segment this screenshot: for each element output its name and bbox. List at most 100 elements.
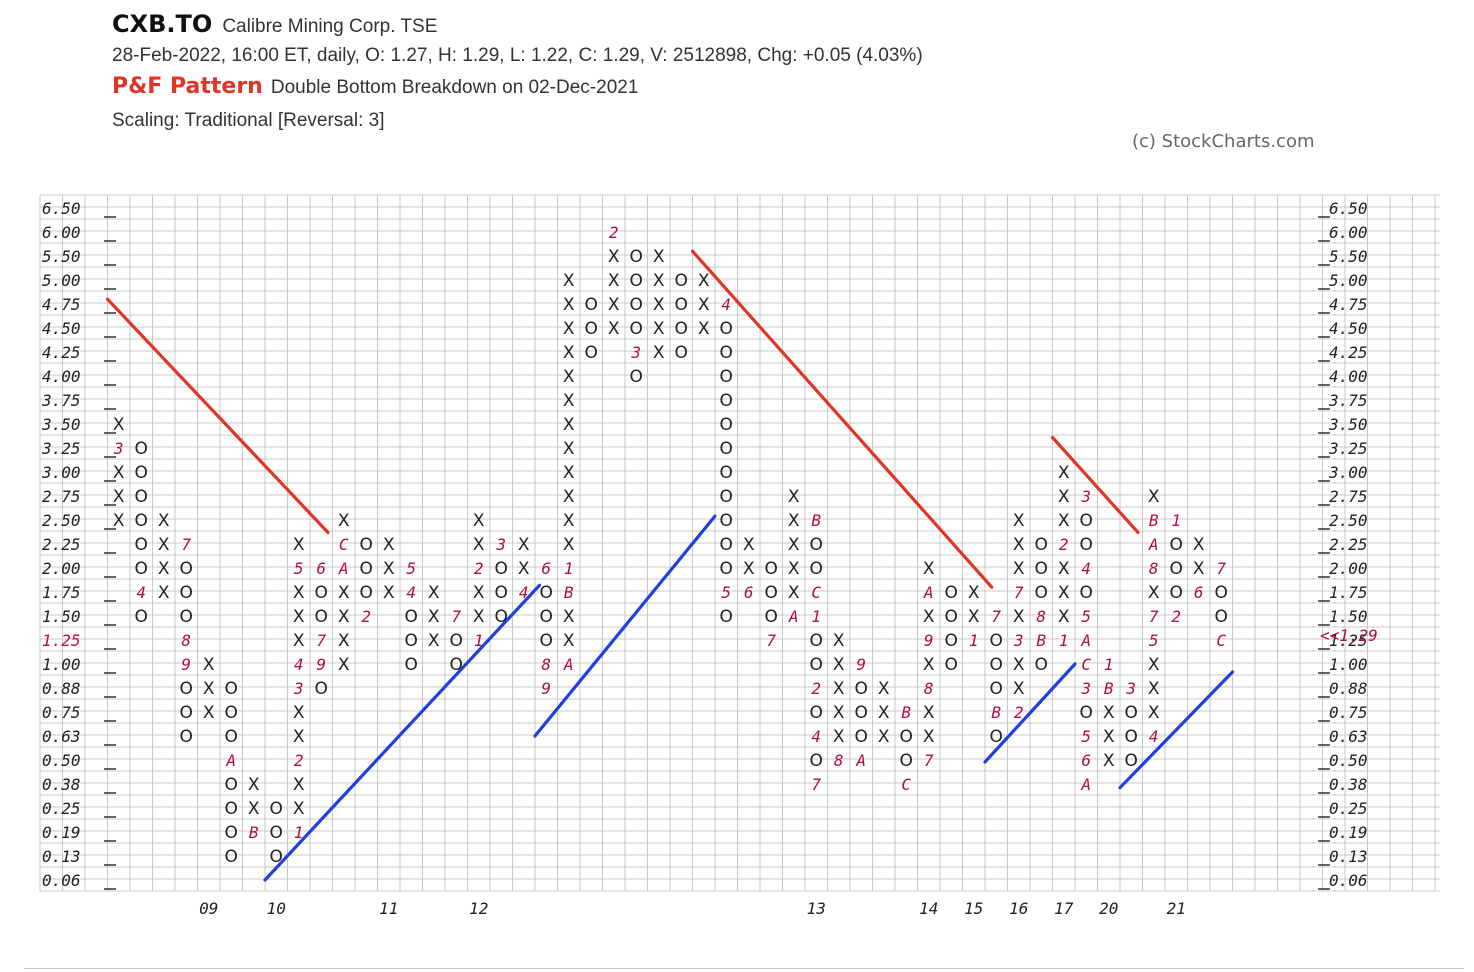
o-box: O <box>180 559 193 579</box>
price-label-left: 1.25 <box>42 631 81 650</box>
price-label-left: 3.50 <box>41 415 81 434</box>
o-box: O <box>675 271 688 291</box>
o-box: O <box>720 463 733 483</box>
x-box: X <box>293 535 305 555</box>
price-label-right: 1.25 <box>1329 631 1368 650</box>
x-box: X <box>428 583 440 603</box>
x-box: X <box>563 607 575 627</box>
o-box: O <box>450 631 463 651</box>
month-marker: 4 <box>136 583 146 602</box>
o-box: O <box>135 559 148 579</box>
o-box: O <box>225 775 238 795</box>
o-box: O <box>1170 559 1183 579</box>
x-box: X <box>878 727 890 747</box>
x-box: X <box>1148 487 1160 507</box>
month-marker: 5 <box>294 559 304 578</box>
o-box: O <box>945 655 958 675</box>
month-marker: 7 <box>924 751 934 770</box>
price-label-right: 0.25 <box>1329 799 1368 818</box>
support-trendline <box>1118 670 1235 790</box>
month-marker: 5 <box>406 559 416 578</box>
o-box: O <box>630 271 643 291</box>
x-box: X <box>293 727 305 747</box>
price-label-right: 3.25 <box>1328 439 1368 458</box>
month-marker: 4 <box>1149 727 1159 746</box>
price-label-right: 0.38 <box>1329 775 1368 794</box>
price-label-right: 1.00 <box>1329 655 1368 674</box>
price-label-right: 6.00 <box>1329 223 1368 242</box>
o-box: O <box>225 847 238 867</box>
x-box: X <box>383 559 395 579</box>
o-box: O <box>720 535 733 555</box>
x-box: X <box>1148 703 1160 723</box>
year-label: 17 <box>1054 899 1074 918</box>
month-marker: 1 <box>474 631 484 650</box>
month-marker: 6 <box>1194 583 1204 602</box>
price-label-left: 5.50 <box>42 247 81 266</box>
o-box: O <box>540 583 553 603</box>
bottom-separator <box>24 968 1464 969</box>
month-marker: 3 <box>1125 679 1136 698</box>
o-box: O <box>360 583 373 603</box>
month-marker: 1 <box>564 559 574 578</box>
month-marker: 6 <box>316 559 326 578</box>
month-marker: A <box>788 607 799 626</box>
price-label-left: 4.50 <box>42 319 81 338</box>
x-box: X <box>1013 511 1025 531</box>
o-box: O <box>1035 535 1048 555</box>
o-box: O <box>270 847 283 867</box>
month-marker: C <box>339 535 349 554</box>
x-box: X <box>338 607 350 627</box>
x-box: X <box>293 631 305 651</box>
x-box: X <box>563 535 575 555</box>
o-box: O <box>180 583 193 603</box>
o-box: O <box>1080 703 1093 723</box>
month-marker: 3 <box>1080 487 1091 506</box>
o-box: O <box>810 655 823 675</box>
x-box: X <box>1013 607 1025 627</box>
x-box: X <box>1148 679 1160 699</box>
month-marker: 1 <box>294 823 304 842</box>
x-box: X <box>743 559 755 579</box>
x-box: X <box>653 319 665 339</box>
x-box: X <box>338 631 350 651</box>
month-marker: C <box>811 583 821 602</box>
o-box: O <box>1125 751 1138 771</box>
price-label-left: 0.88 <box>42 679 81 698</box>
x-box: X <box>563 463 575 483</box>
month-marker: 2 <box>361 607 371 626</box>
x-box: X <box>563 271 575 291</box>
year-label: 14 <box>919 899 938 918</box>
month-marker: 7 <box>811 775 821 794</box>
x-box: X <box>563 511 575 531</box>
x-box: X <box>968 583 980 603</box>
month-marker: A <box>338 559 349 578</box>
x-box: X <box>563 415 575 435</box>
price-label-left: 4.25 <box>42 343 81 362</box>
pattern-description: Double Bottom Breakdown on 02-Dec-2021 <box>270 77 639 98</box>
x-box: X <box>1013 559 1025 579</box>
price-label-right: 2.75 <box>1329 487 1368 506</box>
o-box: O <box>360 535 373 555</box>
o-box: O <box>225 727 238 747</box>
o-box: O <box>990 679 1003 699</box>
x-box: X <box>338 583 350 603</box>
month-marker: 8 <box>1149 559 1159 578</box>
year-label: 16 <box>1009 899 1028 918</box>
o-box: O <box>405 655 418 675</box>
price-label-right: 0.75 <box>1329 703 1368 722</box>
month-marker: B <box>249 823 259 842</box>
month-marker: B <box>811 511 821 530</box>
x-box: X <box>428 607 440 627</box>
o-box: O <box>765 607 778 627</box>
x-box: X <box>923 607 935 627</box>
o-box: O <box>585 319 598 339</box>
o-box: O <box>810 535 823 555</box>
o-box: O <box>900 727 913 747</box>
month-marker: A <box>1148 535 1159 554</box>
x-box: X <box>383 583 395 603</box>
price-label-right: 0.50 <box>1329 751 1368 770</box>
o-box: O <box>720 391 733 411</box>
month-marker: 9 <box>856 655 866 674</box>
scaling-info: Scaling: Traditional [Reversal: 3] <box>112 110 385 131</box>
